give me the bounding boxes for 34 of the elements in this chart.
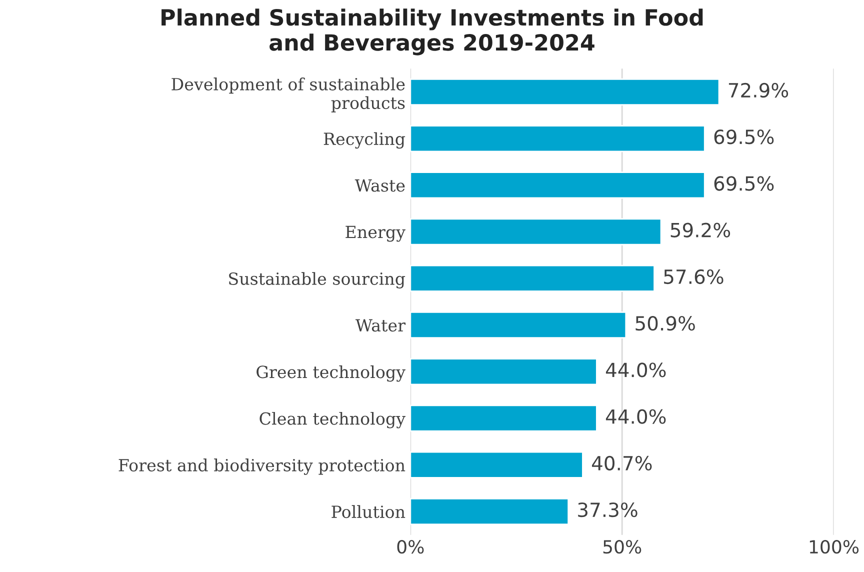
y-tick-label: Pollution	[332, 505, 406, 518]
y-tick-label: Water	[355, 319, 406, 332]
bar	[410, 358, 598, 386]
y-tick-label: Development of sustainable products	[172, 78, 405, 112]
data-label: 69.5%	[714, 130, 774, 144]
data-label: 44.0%	[606, 409, 666, 424]
y-tick-label: Energy	[346, 226, 406, 242]
data-label: 57.6%	[664, 269, 724, 284]
y-tick-label: Green technology	[256, 365, 406, 382]
x-tick-label: 0%	[397, 540, 424, 554]
bar	[410, 451, 584, 478]
data-label: 59.2%	[670, 222, 730, 238]
y-tick-label: Sustainable sourcing	[229, 272, 406, 288]
data-label: 40.7%	[592, 456, 652, 471]
data-label: 37.3%	[578, 502, 638, 518]
data-label: 50.9%	[636, 316, 695, 331]
bar	[410, 312, 627, 339]
x-tick-label: 100%	[810, 540, 859, 554]
chart-title: Planned Sustainability Investments in Food and Beverages 2019-2024	[162, 8, 703, 56]
bar	[410, 78, 720, 106]
bar	[410, 264, 655, 292]
data-label: 72.9%	[728, 82, 788, 98]
y-tick-label: Forest and biodiversity protection	[118, 458, 406, 475]
bar	[410, 404, 598, 432]
data-label: 69.5%	[714, 176, 774, 191]
bar	[410, 125, 706, 152]
bar	[410, 218, 662, 246]
x-tick-label: 50%	[603, 540, 642, 554]
y-tick-label: Waste	[354, 179, 405, 192]
data-label: 44.0%	[606, 362, 666, 378]
y-tick-label: Recycling	[324, 132, 406, 149]
y-tick-label: Clean technology	[260, 412, 406, 428]
bar	[410, 498, 570, 526]
bar	[410, 172, 706, 199]
